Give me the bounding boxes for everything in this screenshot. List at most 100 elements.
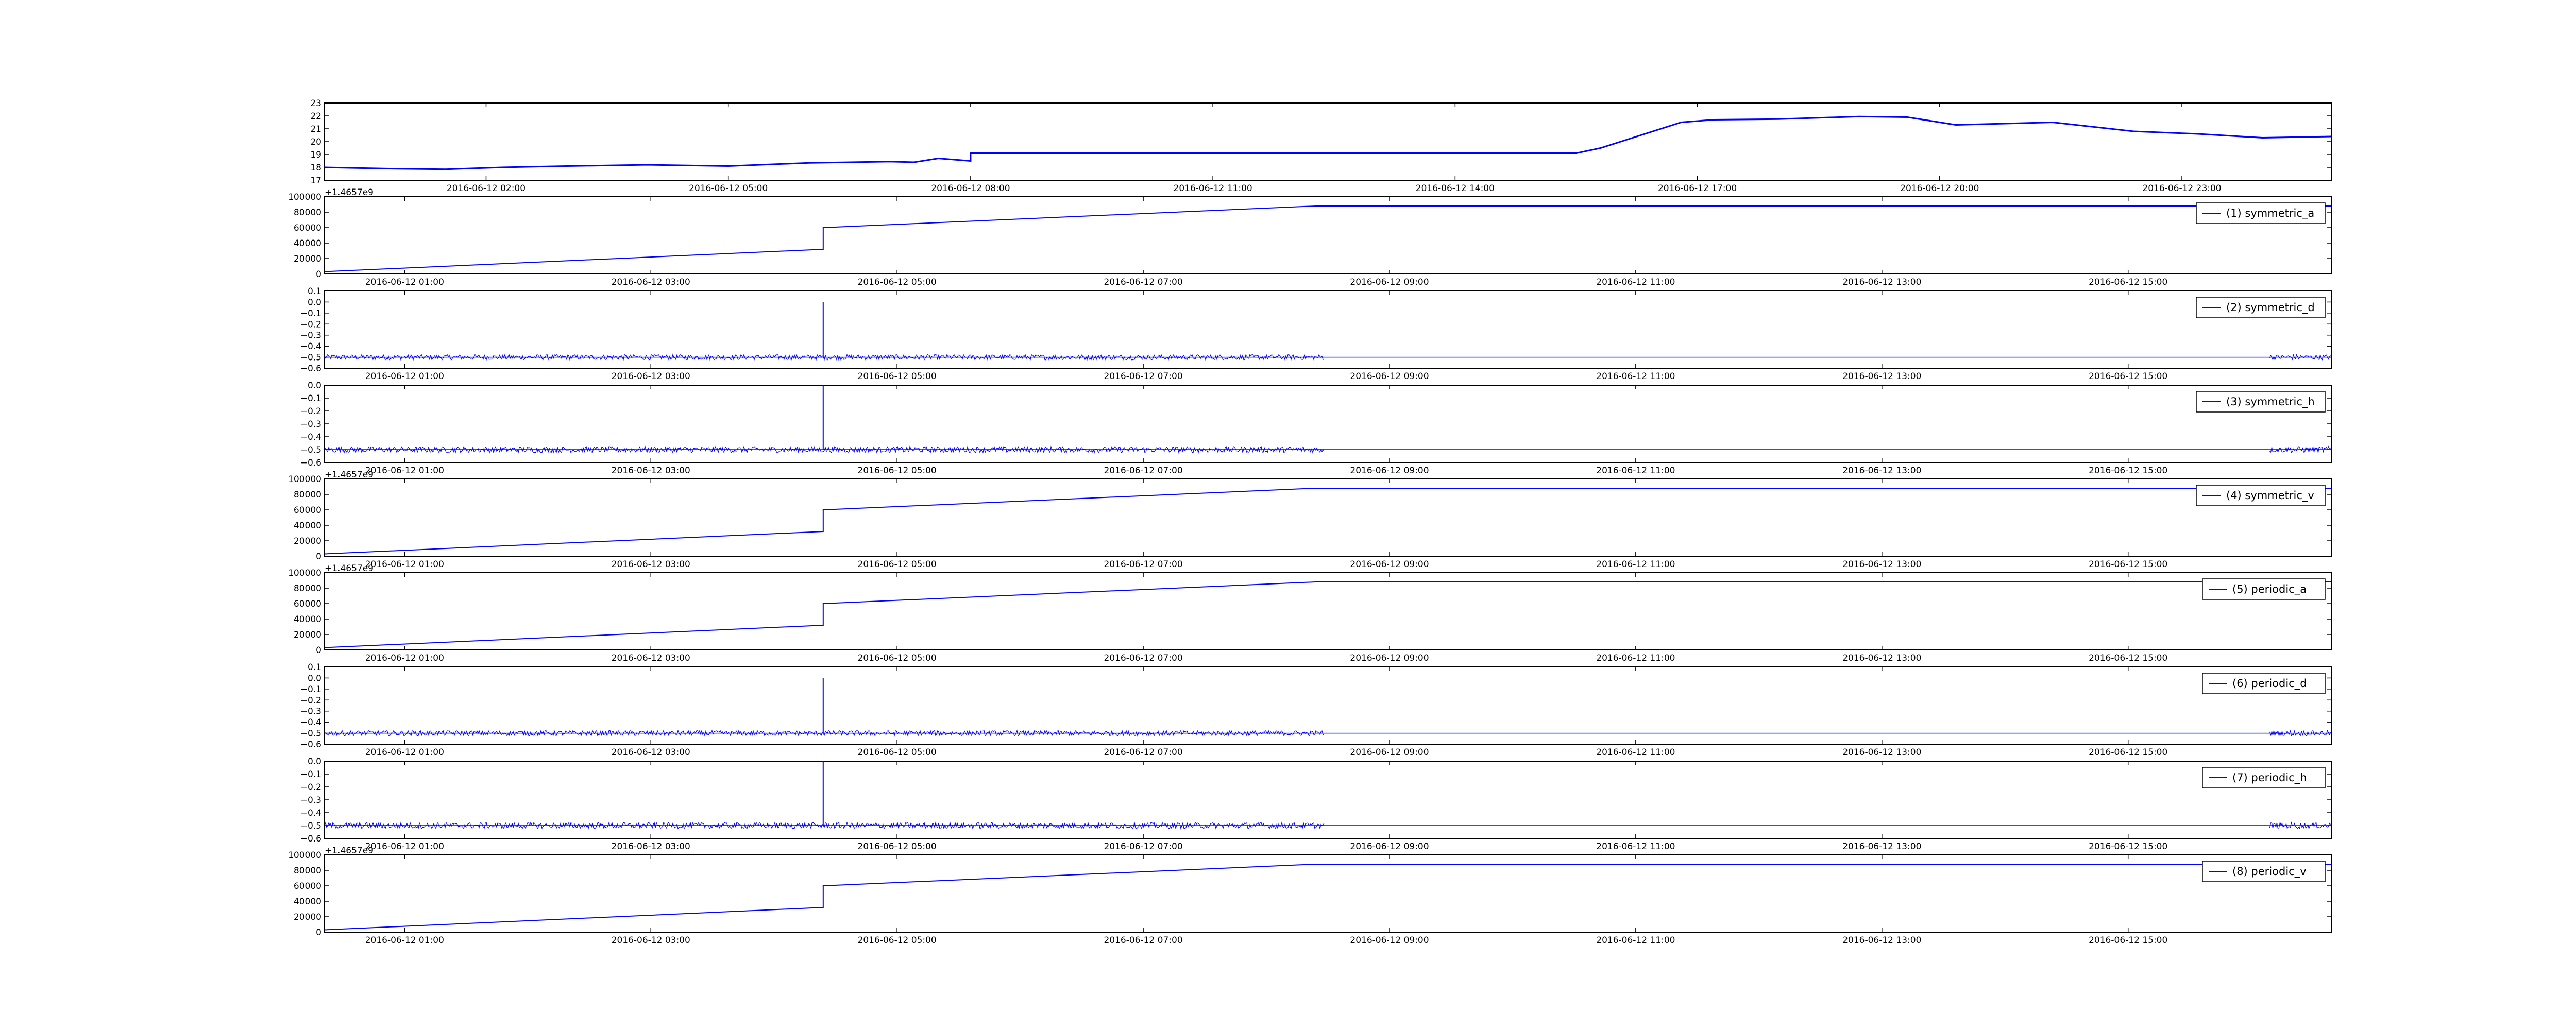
series-noise [324, 353, 1325, 361]
y-tick-label: 19 [310, 150, 321, 160]
axis-offset-label: +1.4657e9 [325, 563, 374, 574]
y-tick-label: −0.4 [300, 341, 321, 352]
x-tick-label: 2016-06-12 13:00 [1842, 277, 1921, 287]
y-tick-label: −0.3 [300, 331, 321, 341]
x-tick-label: 2016-06-12 17:00 [1658, 183, 1737, 194]
y-tick-label: 0 [316, 552, 321, 562]
y-tick-label: 80000 [294, 208, 321, 218]
x-tick-label: 2016-06-12 07:00 [1104, 466, 1182, 476]
x-tick-label: 2016-06-12 09:00 [1350, 747, 1429, 758]
y-tick-label: 40000 [294, 238, 321, 249]
y-tick-label: −0.6 [300, 740, 321, 750]
x-tick-label: 2016-06-12 13:00 [1842, 935, 1921, 946]
legend-label: (3) symmetric_h [2226, 396, 2315, 408]
x-tick-label: 2016-06-12 09:00 [1350, 653, 1429, 663]
series-noise [324, 445, 1325, 454]
x-tick-label: 2016-06-12 02:00 [447, 183, 526, 194]
legend-label: (5) periodic_a [2232, 583, 2307, 596]
x-tick-label: 2016-06-12 14:00 [1416, 183, 1495, 194]
y-tick-label: −0.1 [300, 769, 321, 780]
x-tick-label: 2016-06-12 13:00 [1842, 559, 1921, 570]
y-tick-label: −0.6 [300, 364, 321, 374]
y-tick-label: 23 [310, 98, 321, 109]
x-tick-label: 2016-06-12 05:00 [858, 935, 937, 946]
x-tick-label: 2016-06-12 09:00 [1350, 277, 1429, 287]
plot-frame [324, 572, 2332, 650]
y-tick-label: 60000 [294, 223, 321, 233]
y-tick-label: 80000 [294, 866, 321, 876]
x-tick-label: 2016-06-12 15:00 [2089, 559, 2167, 570]
x-tick-label: 2016-06-12 15:00 [2089, 935, 2167, 946]
x-tick-label: 2016-06-12 15:00 [2089, 371, 2167, 382]
y-tick-label: −0.4 [300, 717, 321, 728]
series-noise [324, 729, 1325, 737]
y-tick-label: 100000 [288, 568, 321, 578]
x-tick-label: 2016-06-12 03:00 [612, 935, 690, 946]
series-noise [2269, 445, 2331, 453]
x-tick-label: 2016-06-12 13:00 [1842, 747, 1921, 758]
legend-label: (7) periodic_h [2232, 771, 2307, 784]
y-tick-label: −0.1 [300, 393, 321, 404]
y-tick-label: 60000 [294, 599, 321, 609]
x-tick-label: 2016-06-12 11:00 [1596, 277, 1675, 287]
x-tick-label: 2016-06-12 01:00 [365, 371, 444, 382]
y-tick-label: −0.2 [300, 406, 321, 417]
y-tick-label: −0.3 [300, 419, 321, 430]
x-tick-label: 2016-06-12 03:00 [612, 371, 690, 382]
x-tick-label: 2016-06-12 09:00 [1350, 935, 1429, 946]
y-tick-label: 100000 [288, 192, 321, 202]
x-tick-label: 2016-06-12 11:00 [1596, 747, 1675, 758]
y-tick-label: 40000 [294, 521, 321, 531]
series-noise [2269, 821, 2331, 830]
y-tick-label: −0.2 [300, 695, 321, 706]
chart-panel-9: 0 20000 40000 60000 80000 100000 2016-06-12 01… [288, 846, 2332, 946]
chart-panel-3: −0.6−0.5−0.4−0.3−0.2−0.10.00.1 2016-06-12… [300, 286, 2332, 382]
chart-panel-4: −0.6 −0.5 −0.4 −0.3 −0.2 −0.1 0.0 2016-06-12 01… [300, 381, 2332, 476]
x-tick-label: 2016-06-12 01:00 [365, 653, 444, 663]
x-tick-label: 2016-06-12 11:00 [1596, 842, 1675, 852]
y-tick-label: 22 [310, 111, 321, 122]
x-tick-label: 2016-06-12 05:00 [858, 466, 937, 476]
x-tick-label: 2016-06-12 09:00 [1350, 466, 1429, 476]
y-tick-label: 100000 [288, 850, 321, 861]
y-tick-label: −0.6 [300, 458, 321, 468]
x-tick-label: 2016-06-12 11:00 [1596, 559, 1675, 570]
y-tick-label: 0 [316, 928, 321, 938]
y-tick-label: 0.0 [308, 757, 321, 767]
x-tick-label: 2016-06-12 01:00 [365, 466, 444, 476]
y-tick-label: 20000 [294, 254, 321, 264]
y-tick-label: −0.4 [300, 432, 321, 442]
x-tick-label: 2016-06-12 01:00 [365, 559, 444, 570]
y-tick-label: −0.1 [300, 684, 321, 695]
x-tick-label: 2016-06-12 07:00 [1104, 935, 1182, 946]
x-tick-label: 2016-06-12 11:00 [1596, 466, 1675, 476]
x-tick-label: 2016-06-12 03:00 [612, 842, 690, 852]
series-line [324, 115, 2332, 170]
x-tick-label: 2016-06-12 05:00 [858, 277, 937, 287]
y-tick-label: 20000 [294, 912, 321, 922]
y-tick-label: 100000 [288, 474, 321, 485]
y-tick-label: 0.1 [308, 662, 321, 673]
x-tick-label: 2016-06-12 07:00 [1104, 371, 1182, 382]
series-noise [324, 821, 1325, 830]
y-tick-label: −0.3 [300, 795, 321, 805]
y-tick-label: −0.2 [300, 319, 321, 330]
plot-frame [324, 478, 2332, 557]
y-tick-label: 0.1 [308, 286, 321, 297]
series-line [324, 581, 2331, 648]
y-tick-label: −0.5 [300, 353, 321, 363]
x-tick-label: 2016-06-12 15:00 [2089, 277, 2167, 287]
y-tick-label: 40000 [294, 897, 321, 907]
y-tick-label: −0.2 [300, 782, 321, 793]
axis-offset-label: +1.4657e9 [325, 470, 374, 480]
y-tick-label: 20000 [294, 630, 321, 640]
chart-panel-7: −0.6−0.5−0.4−0.3−0.2−0.10.00.1 2016-06-12… [300, 662, 2332, 758]
y-tick-label: −0.5 [300, 445, 321, 455]
chart-panel-5: 0 20000 40000 60000 80000 100000 2016-06-12 01… [288, 470, 2332, 570]
x-tick-label: 2016-06-12 01:00 [365, 935, 444, 946]
y-tick-label: −0.3 [300, 707, 321, 717]
y-tick-label: −0.4 [300, 808, 321, 818]
y-tick-label: 20 [310, 137, 321, 147]
